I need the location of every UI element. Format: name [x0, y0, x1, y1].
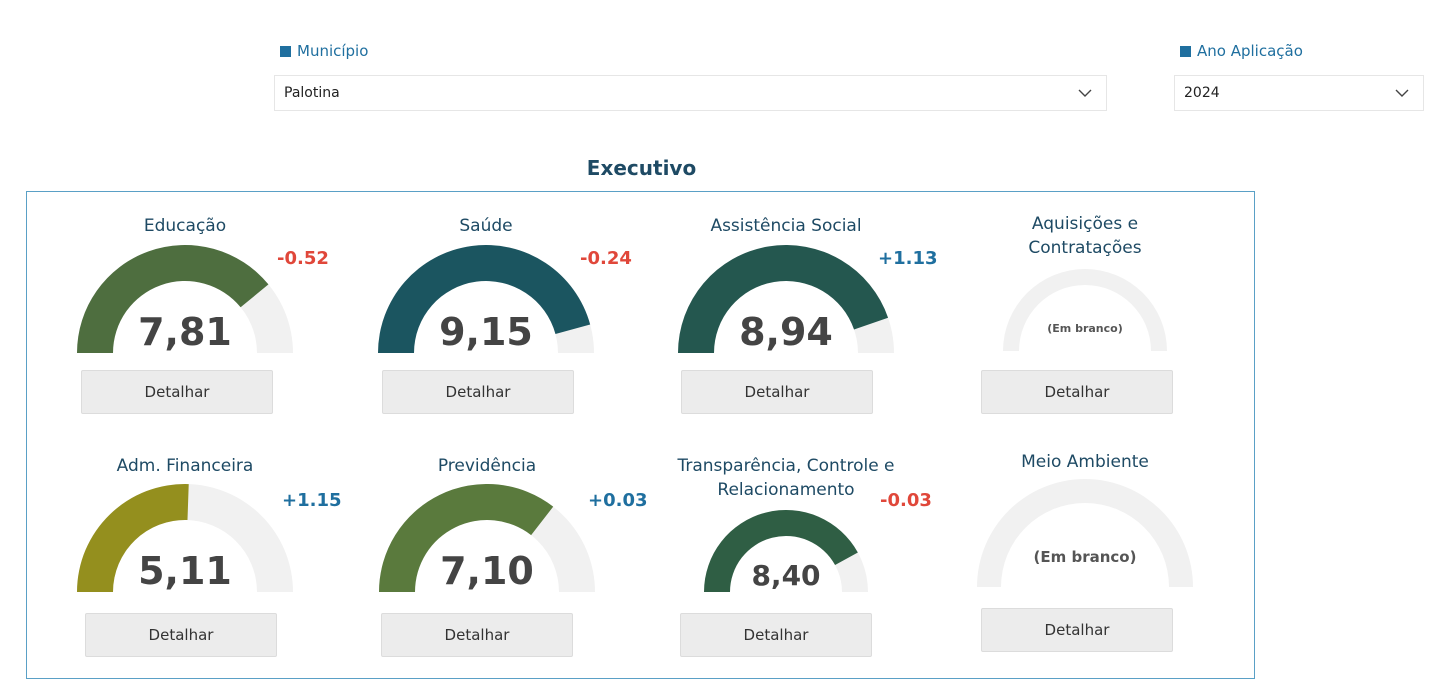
square-icon [280, 45, 291, 57]
delta-transparencia: -0.03 [880, 490, 932, 511]
delta-educacao: -0.52 [277, 248, 329, 269]
detalhar-button-saude[interactable]: Detalhar [382, 370, 574, 414]
card-title-assistencia: Assistência Social [656, 214, 916, 238]
delta-assistencia: +1.13 [878, 248, 938, 269]
gauge-value-assistencia: 8,94 [739, 310, 833, 354]
chevron-down-icon [1395, 89, 1409, 97]
gauge-fill [678, 245, 889, 353]
detalhar-button-adm[interactable]: Detalhar [85, 613, 277, 657]
card-title-line: Assistência Social [710, 216, 862, 236]
detalhar-button-transparencia[interactable]: Detalhar [680, 613, 872, 657]
card-title-line: Previdência [437, 456, 537, 476]
card-title-meio_ambiente: Meio Ambiente [955, 450, 1215, 474]
ano-dropdown[interactable]: 2024 [1174, 75, 1424, 111]
gauge-meio_ambiente [977, 479, 1193, 587]
gauge-value-transparencia: 8,40 [751, 559, 821, 592]
gauge-value-educacao: 7,81 [138, 310, 232, 354]
gauge-value-meio_ambiente: (Em branco) [1033, 547, 1137, 566]
chevron-down-icon [1078, 89, 1092, 97]
card-title-educacao: Educação [55, 214, 315, 238]
gauge-fill [77, 484, 189, 592]
card-title-aquisicoes: Aquisições e Contratações [955, 212, 1215, 260]
gauge-adm [77, 484, 293, 592]
gauge-fill [379, 484, 554, 592]
card-title-line: Educação [143, 216, 227, 236]
gauge-aquisicoes [1003, 269, 1167, 351]
gauge-fill [77, 245, 269, 353]
gauge-assistencia [678, 245, 894, 353]
municipio-dropdown[interactable]: Palotina [274, 75, 1107, 111]
gauge-transparencia [704, 510, 868, 592]
gauge-track [1003, 269, 1167, 351]
card-title-line: Transparência, Controle e [677, 456, 895, 476]
gauge-value-saude: 9,15 [439, 310, 533, 354]
municipio-filter-label: Município [280, 42, 368, 60]
card-title-transparencia: Transparência, Controle e Relacionamento [656, 454, 916, 502]
ano-selected-value: 2024 [1184, 85, 1220, 101]
municipio-selected-value: Palotina [284, 85, 340, 101]
detalhar-button-educacao[interactable]: Detalhar [81, 370, 273, 414]
card-title-line: Contratações [1028, 238, 1142, 258]
delta-previdencia: +0.03 [588, 490, 648, 511]
ano-label-text: Ano Aplicação [1197, 42, 1303, 60]
detalhar-button-previdencia[interactable]: Detalhar [381, 613, 573, 657]
detalhar-button-aquisicoes[interactable]: Detalhar [981, 370, 1173, 414]
gauge-previdencia [379, 484, 595, 592]
detalhar-button-meio_ambiente[interactable]: Detalhar [981, 608, 1173, 652]
gauge-fill [378, 245, 591, 353]
card-title-line: Meio Ambiente [1021, 452, 1149, 472]
card-title-line: Adm. Financeira [116, 456, 254, 476]
card-title-line: Relacionamento [717, 480, 855, 500]
gauge-value-adm: 5,11 [138, 549, 232, 593]
card-title-line: Aquisições e [1031, 214, 1139, 234]
card-title-saude: Saúde [356, 214, 616, 238]
section-title: Executivo [586, 156, 697, 180]
delta-saude: -0.24 [580, 248, 632, 269]
card-title-previdencia: Previdência [357, 454, 617, 478]
square-icon [1180, 45, 1191, 57]
gauge-educacao [77, 245, 293, 353]
gauge-value-aquisicoes: (Em branco) [1047, 321, 1123, 335]
gauge-value-previdencia: 7,10 [440, 549, 534, 593]
gauge-saude [378, 245, 594, 353]
delta-adm: +1.15 [282, 490, 342, 511]
executivo-panel [26, 191, 1255, 679]
card-title-line: Saúde [459, 216, 513, 236]
card-title-adm: Adm. Financeira [55, 454, 315, 478]
gauge-track [977, 479, 1193, 587]
ano-filter-label: Ano Aplicação [1180, 42, 1303, 60]
gauge-fill [704, 510, 858, 592]
detalhar-button-assistencia[interactable]: Detalhar [681, 370, 873, 414]
municipio-label-text: Município [297, 42, 369, 60]
